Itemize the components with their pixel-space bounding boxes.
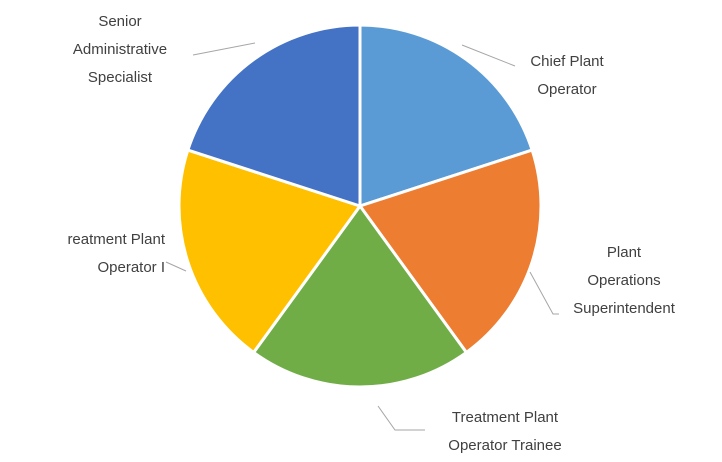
slice-label: Senior Administrative Specialist [73,13,167,86]
slice-label: Chief Plant Operator [530,53,604,98]
slice-label: reatment Plant Operator I [67,231,165,276]
leader-line [165,261,187,272]
labels: Chief Plant Operator Plant Operations Superi… [67,13,675,454]
slice-label: Plant Operations Superintendent [573,244,676,317]
pie-slice [358,23,535,209]
slice-label: Treatment Plant Operator Trainee [448,409,561,454]
leader-line [529,271,559,315]
pie-slice [185,23,362,209]
leader-line [377,405,425,431]
leader-line [192,42,256,56]
pie [177,23,543,389]
pie-slice [177,148,363,355]
pie-slice [357,148,543,355]
leader-line [461,44,516,67]
pie-slice [251,203,469,389]
